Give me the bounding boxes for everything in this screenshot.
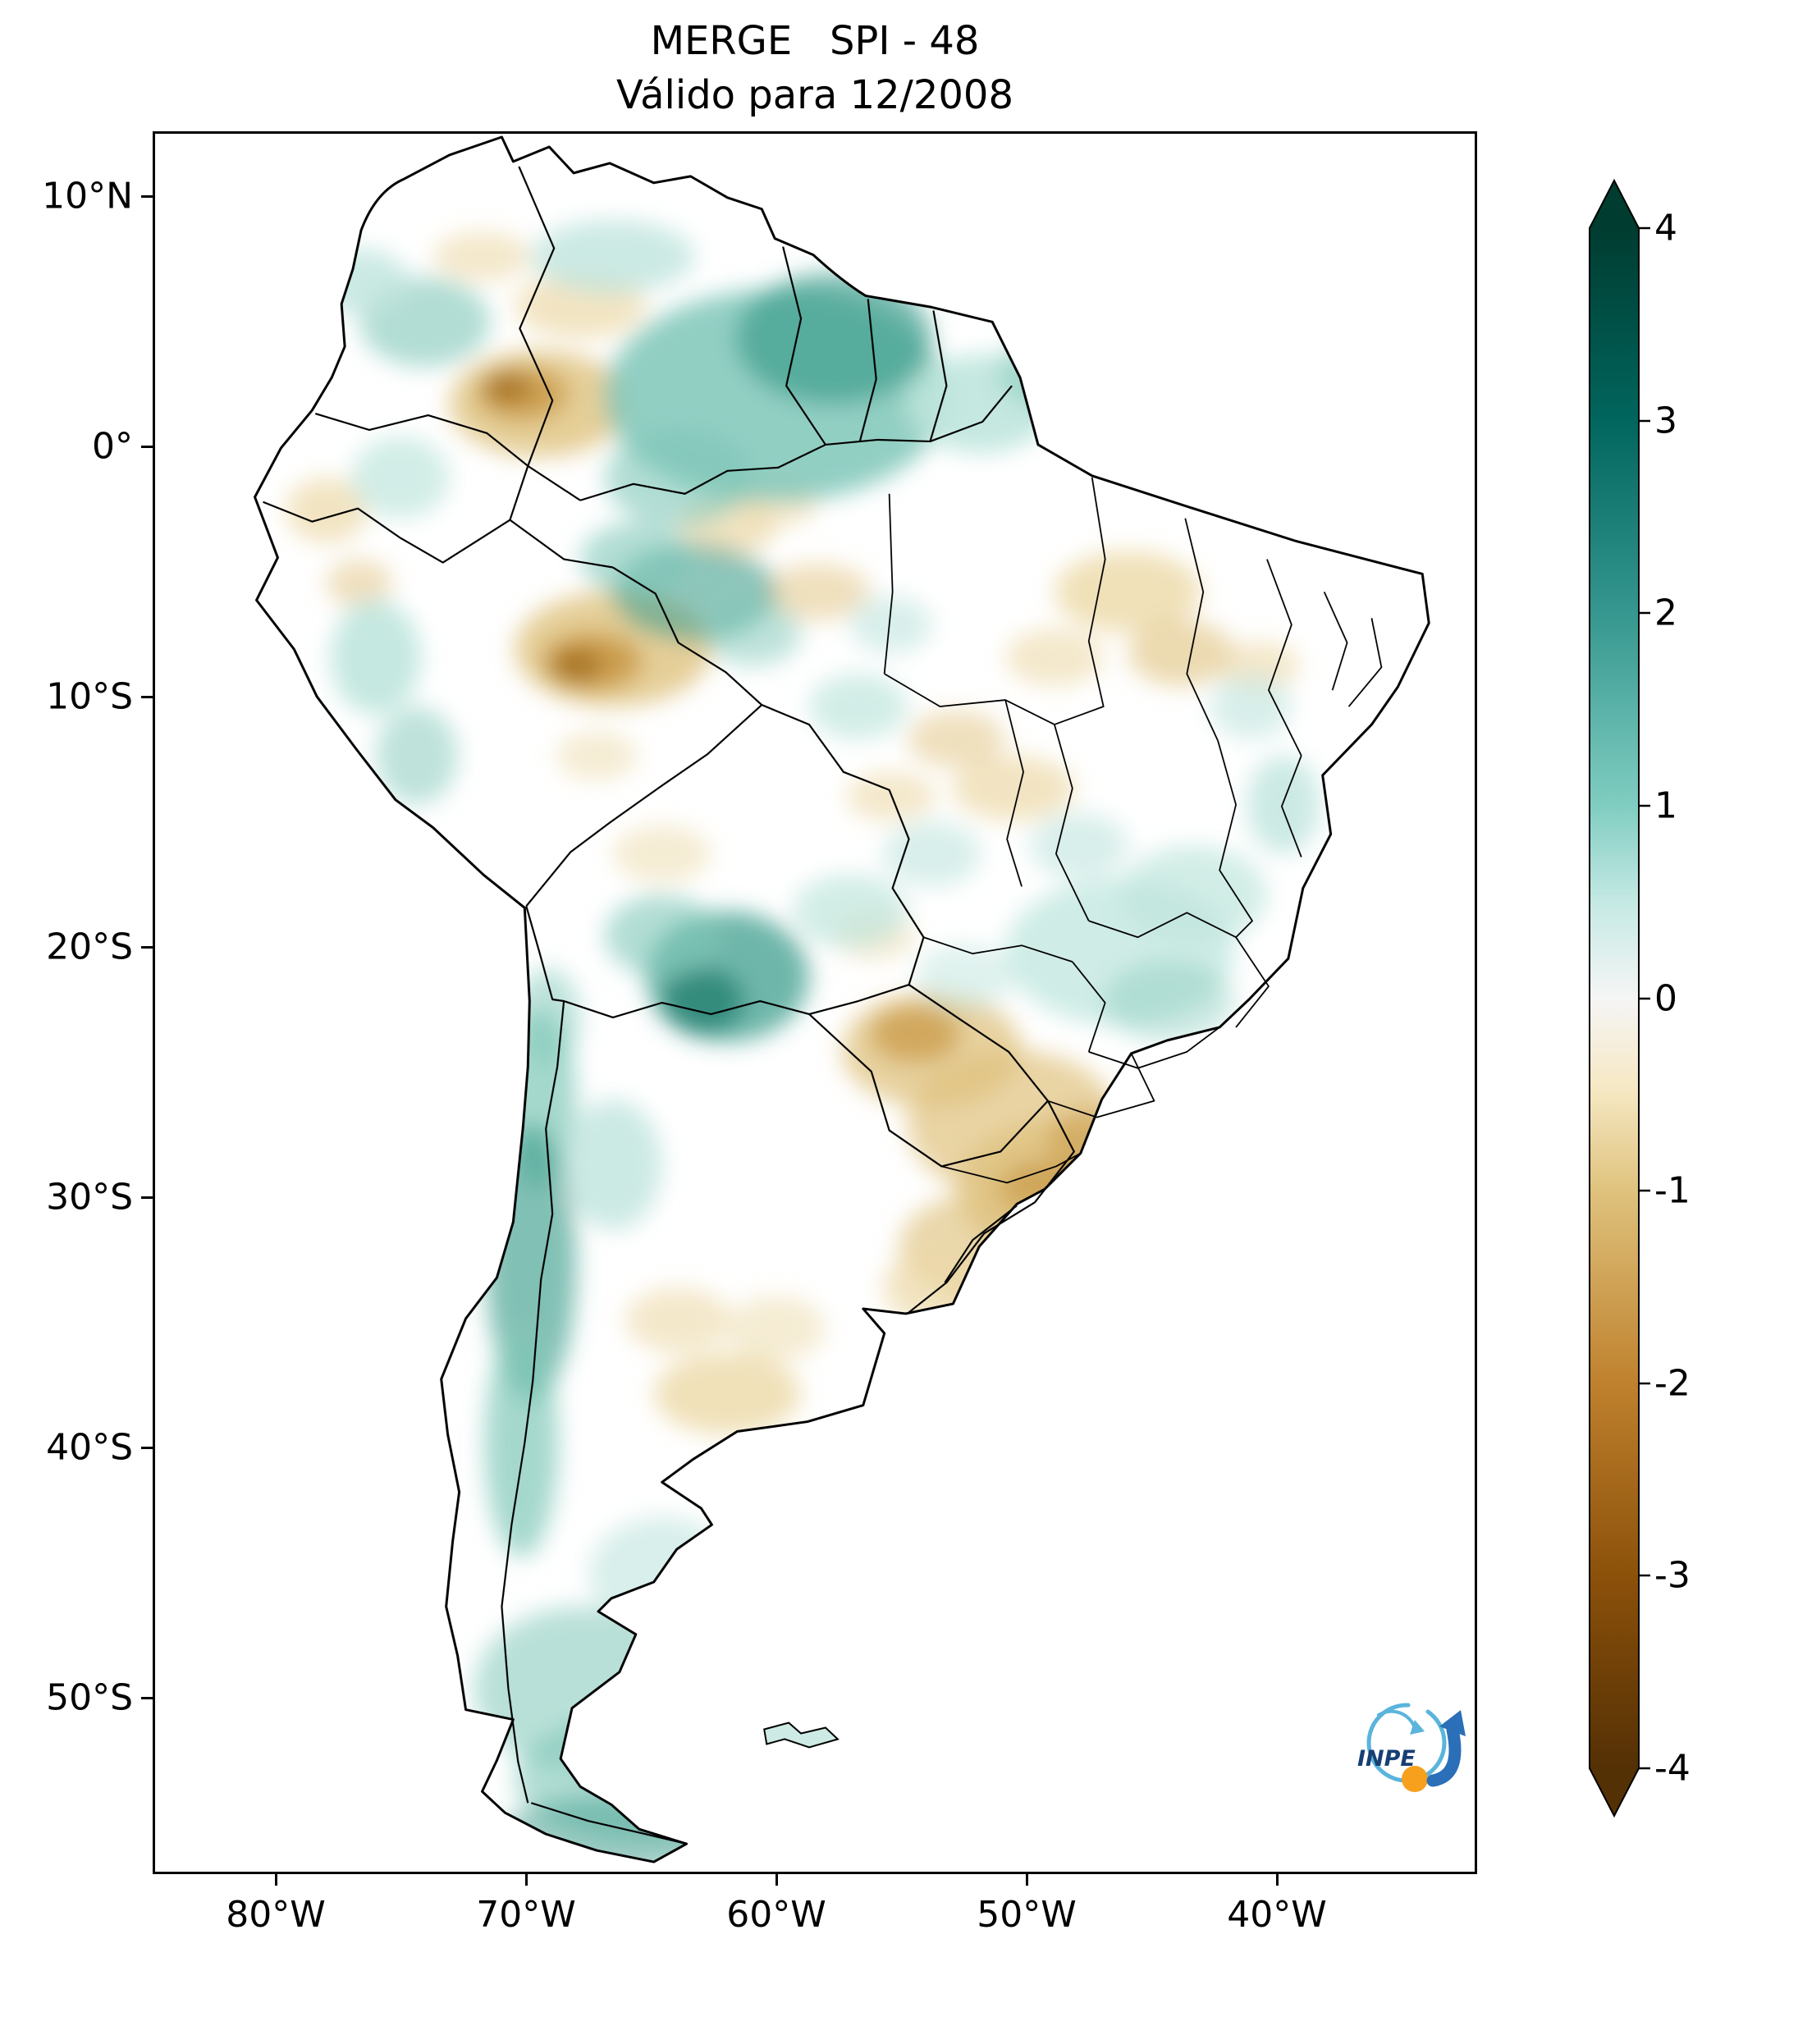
inpe-logo: INPE xyxy=(1357,1703,1466,1792)
y-tick-label: 20°S xyxy=(46,926,133,968)
y-tick-label: 30°S xyxy=(46,1176,133,1219)
chart-subtitle: Válido para 12/2008 xyxy=(616,72,1013,118)
colorbar-tick-label: -2 xyxy=(1654,1362,1690,1405)
colorbar-tick-label: 1 xyxy=(1654,784,1677,827)
y-tick-mark xyxy=(141,1196,153,1199)
x-tick-mark xyxy=(525,1874,528,1886)
colorbar-tick-label: 4 xyxy=(1654,207,1677,249)
colorbar-tick-label: -4 xyxy=(1654,1747,1690,1790)
state-borders xyxy=(883,477,1383,1184)
colorbar-tick-label: 0 xyxy=(1654,977,1677,1020)
logo-text: INPE xyxy=(1357,1746,1416,1772)
island-outline xyxy=(763,1722,840,1749)
colorbar-gradient xyxy=(1589,179,1640,1818)
colorbar-tick-label: -1 xyxy=(1654,1169,1690,1212)
x-tick-mark xyxy=(1026,1874,1028,1886)
y-tick-mark xyxy=(141,696,153,698)
y-tick-mark xyxy=(141,446,153,448)
colorbar-tick-marks xyxy=(1639,226,1650,1770)
country-borders xyxy=(263,166,1075,1845)
y-tick-label: 50°S xyxy=(46,1676,133,1719)
colorbar-tick-label: 2 xyxy=(1654,592,1677,634)
colorbar-tick-label: -3 xyxy=(1654,1554,1690,1597)
logo-big-arrow-icon xyxy=(1426,1723,1462,1787)
x-tick-label: 80°W xyxy=(226,1894,326,1936)
coastline xyxy=(254,135,1430,1863)
chart-title: MERGE SPI - 48 xyxy=(650,18,980,64)
x-tick-mark xyxy=(775,1874,778,1886)
logo-globe-icon xyxy=(1402,1766,1428,1792)
map-plot-area xyxy=(153,131,1477,1874)
logo-swirl-icon xyxy=(1366,1703,1447,1783)
y-tick-mark xyxy=(141,1447,153,1449)
colorbar xyxy=(1589,179,1650,1818)
y-tick-mark xyxy=(141,946,153,949)
y-tick-label: 0° xyxy=(92,425,133,468)
x-tick-mark xyxy=(275,1874,277,1886)
y-tick-label: 10°S xyxy=(46,675,133,718)
south-america-map xyxy=(254,135,1430,1863)
logo-big-arrowhead-icon xyxy=(1439,1710,1466,1736)
y-tick-mark xyxy=(141,1697,153,1699)
x-tick-label: 60°W xyxy=(726,1894,826,1936)
x-tick-label: 50°W xyxy=(977,1894,1077,1936)
spi-raster-field xyxy=(254,136,1430,1863)
colorbar-tick-label: 3 xyxy=(1654,400,1677,442)
y-tick-label: 10°N xyxy=(42,175,133,217)
x-tick-mark xyxy=(1276,1874,1279,1886)
y-tick-mark xyxy=(141,195,153,198)
y-tick-label: 40°S xyxy=(46,1426,133,1469)
logo-small-arrowhead-icon xyxy=(1410,1720,1425,1735)
x-tick-label: 70°W xyxy=(476,1894,576,1936)
x-tick-label: 40°W xyxy=(1227,1894,1327,1936)
